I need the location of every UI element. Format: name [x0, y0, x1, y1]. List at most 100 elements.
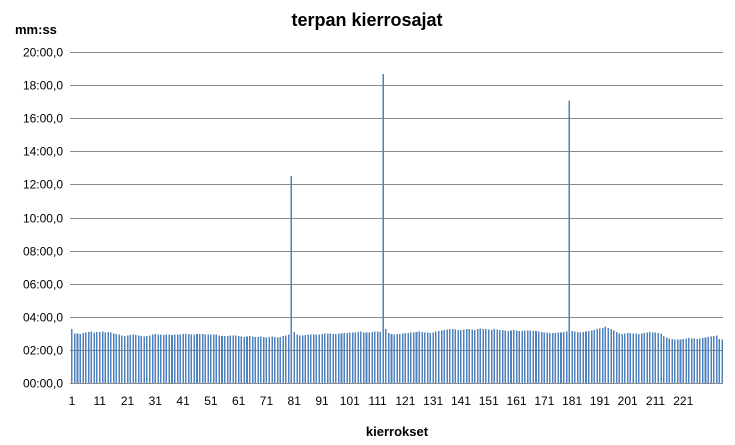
bar	[529, 330, 532, 383]
bar	[593, 330, 596, 383]
bar	[235, 335, 237, 383]
bar	[524, 330, 526, 383]
bar	[693, 338, 696, 383]
bar	[707, 337, 710, 383]
bar	[443, 330, 446, 383]
bar	[621, 333, 623, 383]
bar	[215, 334, 218, 383]
bar	[129, 335, 132, 383]
bar	[404, 333, 407, 383]
bar	[607, 327, 609, 383]
bar	[110, 332, 112, 383]
bar	[479, 328, 482, 383]
bar	[332, 333, 334, 383]
bar	[465, 328, 468, 383]
bar	[449, 328, 451, 383]
bar	[90, 331, 93, 383]
bar	[713, 336, 715, 383]
bar	[654, 332, 657, 383]
bar	[262, 337, 265, 383]
bar	[101, 331, 104, 383]
bar	[362, 332, 365, 383]
bar	[226, 335, 229, 383]
bar	[396, 334, 398, 383]
bar	[285, 335, 287, 383]
bar	[496, 329, 498, 383]
bar	[576, 331, 579, 383]
x-tick-label: 131	[423, 394, 443, 408]
bar	[638, 333, 640, 383]
bar	[540, 331, 543, 383]
bar	[212, 334, 215, 383]
x-tick-label: 1	[69, 394, 76, 408]
y-tick-label: 08:00,0	[23, 245, 63, 259]
bar	[143, 336, 145, 383]
x-tick-label: 151	[479, 394, 499, 408]
bar	[126, 335, 129, 383]
bar	[421, 331, 423, 383]
bar	[493, 329, 496, 383]
bar	[571, 331, 573, 383]
bar	[104, 332, 107, 383]
bar	[93, 332, 95, 383]
bar	[649, 331, 651, 383]
bar	[590, 330, 593, 383]
bar	[318, 334, 321, 383]
bar	[660, 333, 662, 383]
bar	[543, 332, 546, 383]
bar	[688, 338, 690, 383]
bar	[85, 332, 87, 383]
bar	[501, 330, 504, 383]
bar	[546, 332, 548, 383]
x-tick-label: 121	[395, 394, 415, 408]
bar	[107, 331, 109, 383]
bar	[399, 333, 401, 383]
x-tick-label: 191	[590, 394, 610, 408]
bar	[118, 334, 120, 383]
bar	[232, 335, 234, 383]
bar	[112, 333, 115, 383]
bar	[326, 333, 329, 383]
bar	[329, 333, 332, 383]
bar	[460, 330, 462, 383]
bar	[668, 338, 671, 383]
bar	[504, 330, 507, 383]
bar	[485, 329, 487, 383]
bar	[551, 333, 554, 383]
y-tick-label: 04:00,0	[23, 311, 63, 325]
bar	[432, 332, 434, 383]
bar	[324, 333, 326, 383]
bar	[671, 338, 673, 383]
x-tick-label: 141	[451, 394, 471, 408]
gridlines	[70, 52, 723, 351]
y-tick-label: 02:00,0	[23, 344, 63, 358]
bar	[376, 331, 379, 383]
bar	[190, 334, 193, 383]
bar	[176, 334, 179, 383]
bar	[301, 335, 304, 383]
bar	[360, 331, 362, 383]
x-tick-label: 201	[618, 394, 638, 408]
bar	[468, 329, 471, 383]
x-tick-label: 61	[232, 394, 246, 408]
bar	[162, 335, 165, 383]
bar	[385, 329, 387, 383]
bar	[490, 329, 493, 383]
bar	[604, 326, 607, 383]
bar	[218, 335, 220, 383]
bar	[643, 332, 646, 383]
y-tick-label: 10:00,0	[23, 212, 63, 226]
bar	[237, 336, 240, 383]
y-tick-label: 16:00,0	[23, 112, 63, 126]
bar	[274, 337, 276, 383]
bar	[251, 336, 254, 383]
bar	[515, 330, 518, 383]
bar	[221, 335, 223, 383]
bar	[651, 332, 654, 383]
x-tick-label: 31	[149, 394, 163, 408]
bar	[487, 329, 490, 383]
bar	[210, 334, 212, 383]
bar	[426, 332, 429, 383]
bar	[476, 329, 479, 383]
bar	[123, 336, 126, 383]
